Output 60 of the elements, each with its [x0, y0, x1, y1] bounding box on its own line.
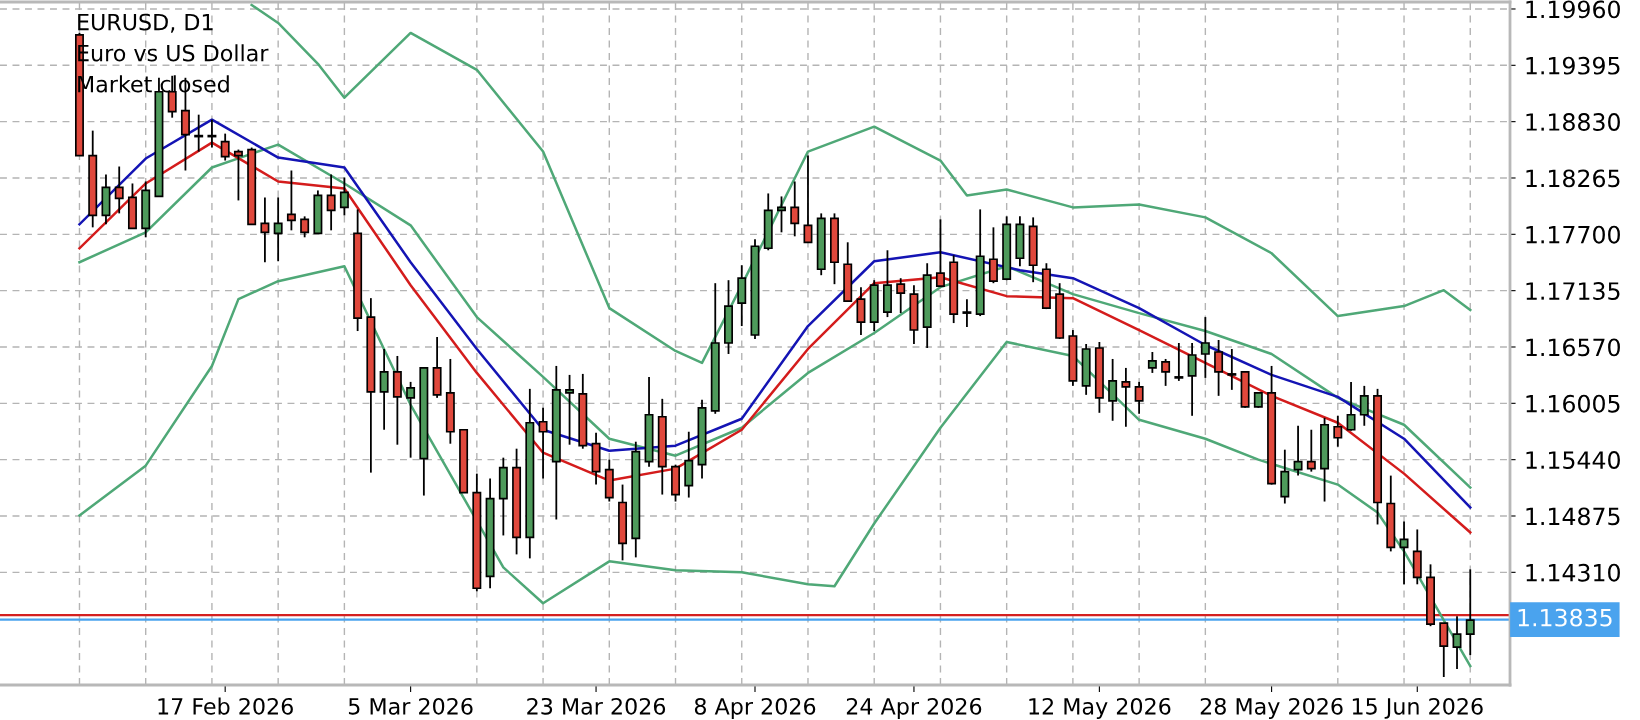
- candlestick: [1333, 414, 1343, 448]
- candlestick: [565, 374, 575, 446]
- candlestick: [1108, 358, 1118, 422]
- y-tick-label: 1.16570: [1526, 338, 1620, 357]
- x-tick-label: 23 Mar 2026: [527, 697, 666, 715]
- candlestick: [1147, 351, 1157, 374]
- candlestick: [286, 169, 296, 232]
- candlestick: [1452, 615, 1462, 670]
- y-tick-label: 1.19960: [1526, 0, 1620, 19]
- candlestick: [1227, 348, 1237, 391]
- candlestick: [777, 195, 786, 234]
- candlestick: [406, 380, 416, 459]
- candlestick: [1293, 424, 1303, 477]
- candlestick: [935, 218, 945, 289]
- y-tick-label: 1.17135: [1526, 282, 1620, 300]
- candlestick: [1121, 367, 1131, 428]
- candlestick: [1306, 428, 1316, 473]
- candlestick: [1161, 358, 1171, 387]
- candlestick: [856, 286, 866, 336]
- y-tick-label: 1.14875: [1526, 507, 1620, 526]
- y-tick-label: 1.19395: [1526, 56, 1620, 75]
- candlestick: [233, 148, 243, 202]
- y-tick-label: 1.16005: [1526, 394, 1620, 413]
- candlestick: [1439, 622, 1449, 678]
- candlestick: [1214, 339, 1224, 397]
- x-tick-label: 8 Apr 2026: [694, 697, 816, 720]
- candlestick: [1399, 520, 1409, 586]
- candlestick: [1465, 568, 1475, 656]
- candlestick: [1359, 384, 1369, 427]
- x-tick-label: 24 Apr 2026: [846, 697, 982, 720]
- y-tick-label: 1.14310: [1526, 563, 1620, 582]
- y-tick-label: 1.17700: [1526, 225, 1620, 244]
- candlestick: [1187, 342, 1197, 417]
- x-tick-label: 28 May 2026: [1200, 697, 1343, 720]
- candlestick: [1200, 316, 1210, 379]
- x-tick-label: 17 Feb 2026: [158, 697, 293, 715]
- candlestick: [220, 132, 230, 162]
- candlestick: [326, 173, 336, 232]
- candlestick: [300, 215, 310, 239]
- candlestick: [379, 348, 389, 431]
- candlestick: [339, 176, 349, 217]
- candlestick: [114, 165, 124, 215]
- x-tick-label: 5 Mar 2026: [348, 697, 473, 715]
- ref-line-label: 1.13835: [1518, 608, 1612, 627]
- y-tick-label: 1.18830: [1526, 113, 1620, 131]
- candlestick: [1346, 380, 1356, 432]
- candlestick: [1174, 342, 1184, 382]
- candlestick: [962, 298, 972, 328]
- candlestick: [260, 196, 270, 264]
- candlestick: [790, 180, 800, 238]
- annotation: EURUSD, D1: [78, 13, 213, 33]
- x-tick-label: 15 Jun 2026: [1352, 697, 1483, 719]
- y-tick-label: 1.18265: [1526, 169, 1620, 188]
- candlestick: [896, 277, 906, 314]
- candlestick: [988, 226, 998, 285]
- x-tick-label: 12 May 2026: [1029, 697, 1171, 720]
- y-tick-label: 1.15440: [1526, 451, 1620, 469]
- candlestick: [1134, 380, 1144, 415]
- candlestick: [538, 406, 548, 480]
- candlestick: [273, 196, 283, 263]
